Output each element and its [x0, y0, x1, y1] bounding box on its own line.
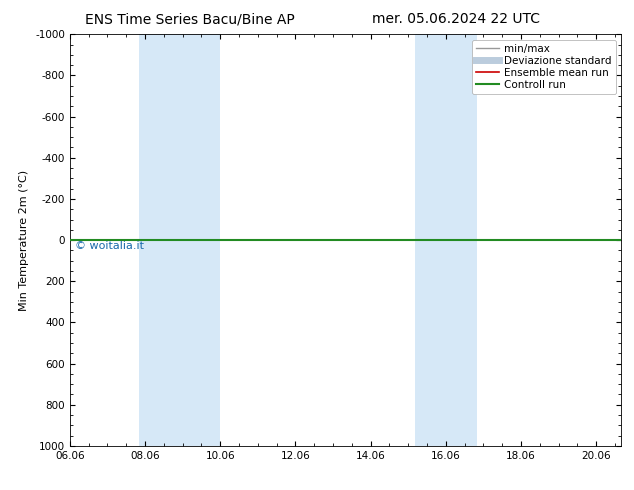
- Bar: [139, 34, 220, 446]
- Text: mer. 05.06.2024 22 UTC: mer. 05.06.2024 22 UTC: [373, 12, 540, 26]
- Text: ENS Time Series Bacu/Bine AP: ENS Time Series Bacu/Bine AP: [86, 12, 295, 26]
- Y-axis label: Min Temperature 2m (°C): Min Temperature 2m (°C): [20, 170, 29, 311]
- Bar: [415, 34, 477, 446]
- Legend: min/max, Deviazione standard, Ensemble mean run, Controll run: min/max, Deviazione standard, Ensemble m…: [472, 40, 616, 94]
- Text: © woitalia.it: © woitalia.it: [75, 241, 145, 251]
